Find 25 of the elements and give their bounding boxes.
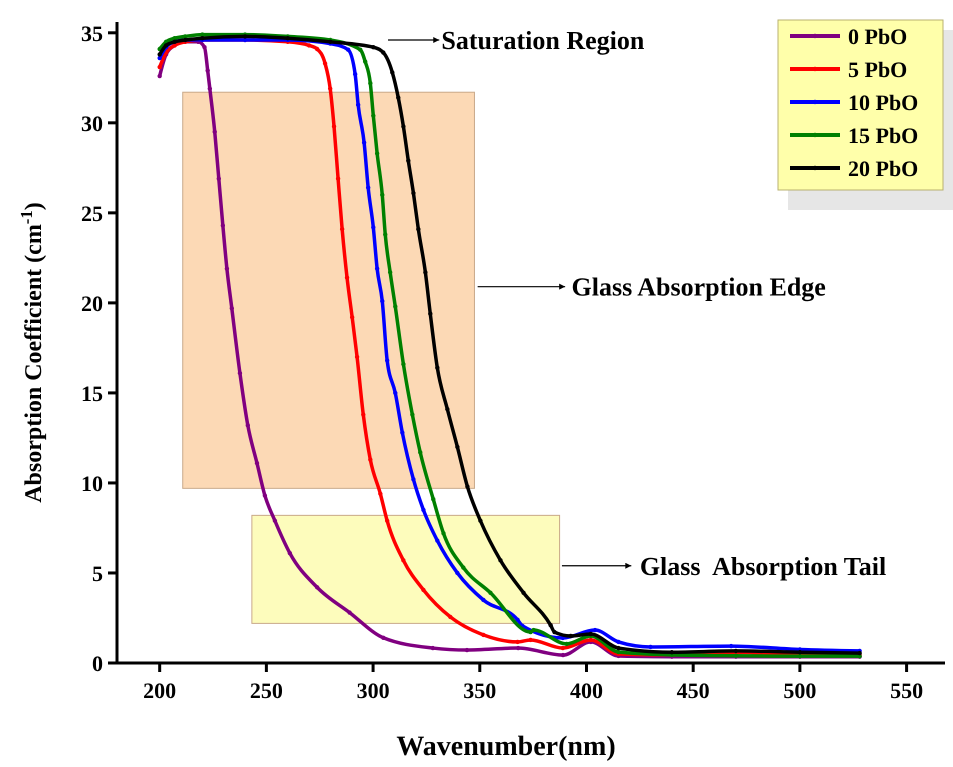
y-tick-label: 10 bbox=[81, 470, 103, 496]
x-tick-label: 550 bbox=[890, 678, 924, 703]
x-tick-label: 400 bbox=[570, 678, 603, 703]
y-tick-label: 5 bbox=[92, 560, 103, 586]
y-tick-label: 20 bbox=[81, 290, 103, 316]
x-axis-title: Wavenumber(nm) bbox=[396, 731, 616, 762]
annotation: Saturation Region bbox=[441, 26, 645, 56]
x-tick-label: 450 bbox=[676, 678, 710, 703]
y-tick-label: 25 bbox=[81, 200, 103, 226]
annotation: Glass Absorption Tail bbox=[640, 552, 886, 581]
legend-label: 20 PbO bbox=[848, 156, 918, 181]
x-tick-label: 200 bbox=[143, 678, 176, 703]
x-tick-label: 500 bbox=[783, 678, 816, 703]
x-tick-label: 300 bbox=[356, 678, 390, 703]
legend-label: 10 PbO bbox=[848, 90, 918, 115]
y-tick-label: 30 bbox=[81, 110, 103, 136]
x-tick-label: 350 bbox=[463, 678, 496, 703]
legend-label: 0 PbO bbox=[848, 24, 908, 49]
annotation: Glass Absorption Edge bbox=[572, 272, 826, 302]
legend-label: 5 PbO bbox=[848, 57, 908, 82]
y-tick-label: 15 bbox=[81, 380, 103, 406]
legend-label: 15 PbO bbox=[848, 123, 918, 148]
y-tick-label: 0 bbox=[92, 651, 103, 676]
x-tick-label: 250 bbox=[250, 678, 283, 703]
y-tick-label: 35 bbox=[81, 20, 103, 46]
